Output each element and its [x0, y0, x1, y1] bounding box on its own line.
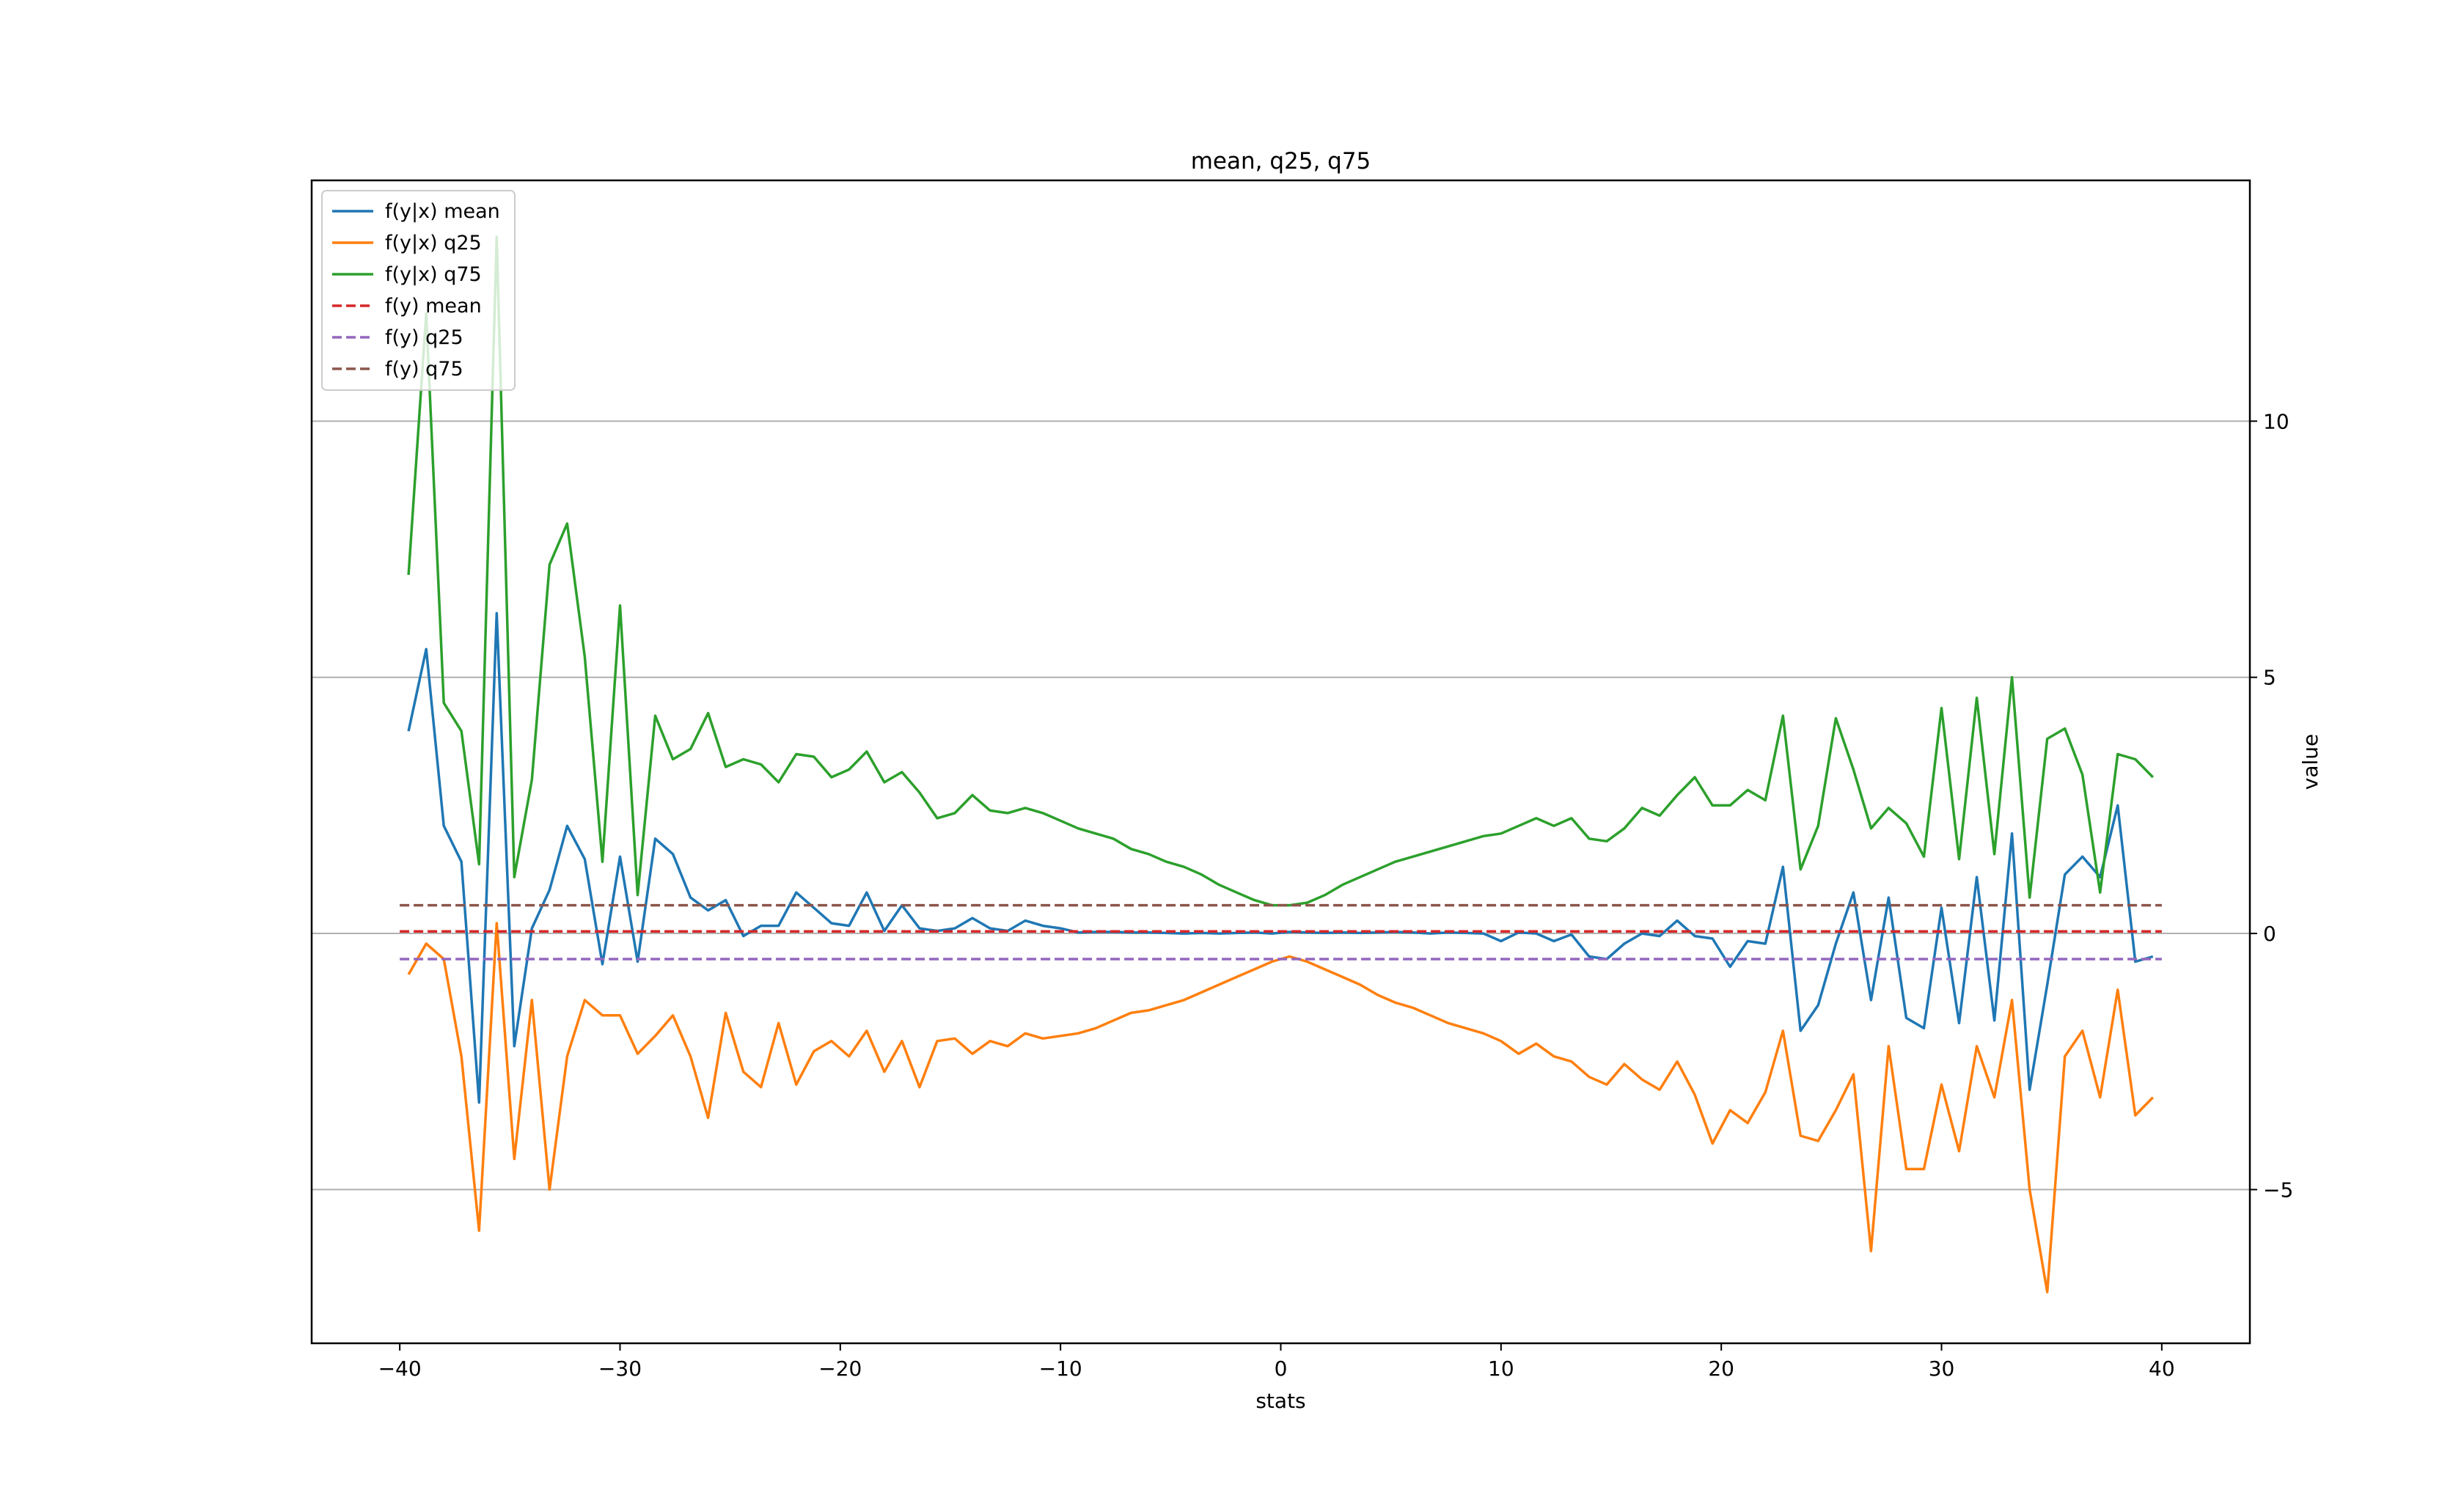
plot-lines	[400, 235, 2162, 1293]
y-tick-label: 10	[2263, 409, 2289, 433]
y-tick-label: −5	[2263, 1178, 2293, 1202]
legend-label: f(y) q75	[385, 358, 463, 381]
legend-box	[321, 190, 516, 391]
x-axis-ticks: −40 −30 −20 −10 0 10 20 30 40	[378, 1343, 2175, 1381]
x-axis-label: stats	[1255, 1389, 1305, 1413]
legend-label: f(y|x) q75	[385, 263, 482, 286]
legend-label: f(y) q25	[385, 326, 463, 349]
x-tick-label: −30	[598, 1356, 642, 1381]
x-tick-label: 30	[1929, 1356, 1955, 1381]
y-tick-label: 5	[2263, 666, 2276, 690]
x-tick-label: −10	[1039, 1356, 1082, 1381]
x-tick-label: −40	[378, 1356, 422, 1381]
legend-label: f(y|x) mean	[385, 200, 500, 223]
chart-title: mean, q25, q75	[1191, 148, 1371, 175]
x-tick-label: 40	[2149, 1356, 2175, 1381]
legend: f(y|x) mean f(y|x) q25 f(y|x) q75 f(y) mean…	[321, 190, 516, 391]
legend-label: f(y) mean	[385, 295, 482, 317]
x-tick-label: 20	[1708, 1356, 1734, 1381]
y-tick-label: 0	[2263, 922, 2276, 946]
x-tick-label: −20	[818, 1356, 862, 1381]
y-axis-label: value	[2298, 734, 2322, 790]
y-axis-ticks: −5 0 5 10	[2250, 409, 2293, 1202]
x-tick-label: 0	[1275, 1356, 1288, 1381]
legend-label: f(y|x) q25	[385, 232, 482, 254]
x-tick-label: 10	[1488, 1356, 1514, 1381]
